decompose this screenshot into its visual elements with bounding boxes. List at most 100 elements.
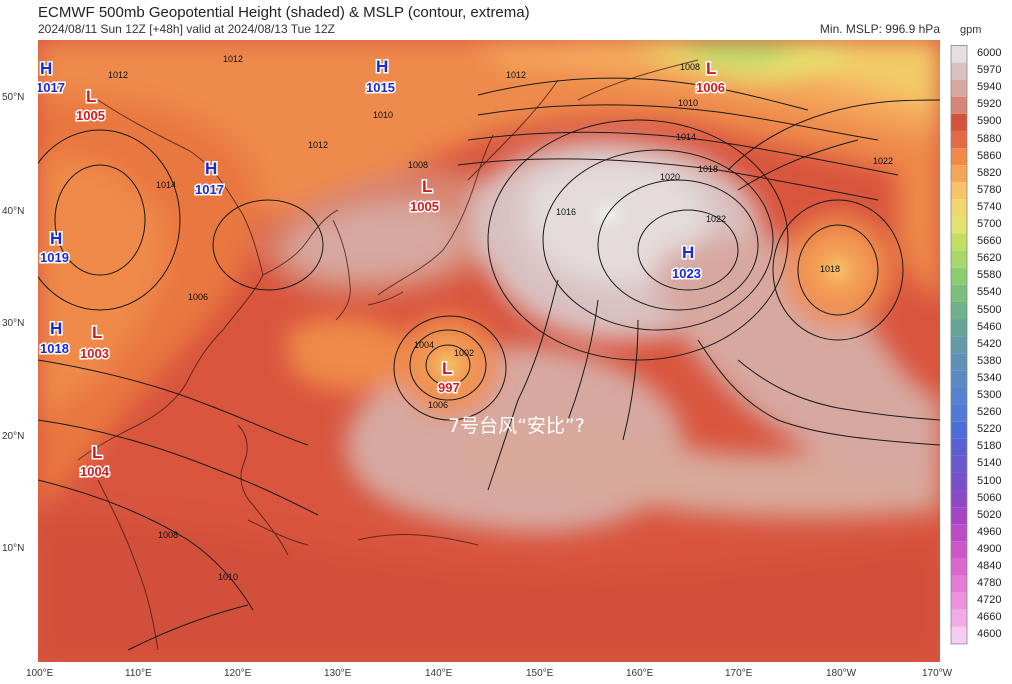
lat-label: 30°N bbox=[2, 318, 25, 329]
colorbar-swatch bbox=[951, 199, 967, 217]
lon-label: 120°E bbox=[224, 668, 252, 679]
isobar-label: 1014 bbox=[156, 180, 176, 190]
colorbar-level-label: 6000 bbox=[977, 47, 1002, 59]
isobar-label: 1022 bbox=[873, 156, 893, 166]
low-center-letter: L bbox=[422, 177, 432, 196]
high-center-value: 1015 bbox=[366, 80, 395, 95]
colorbar-level-label: 5940 bbox=[977, 81, 1002, 94]
colorbar-level-label: 5500 bbox=[977, 303, 1002, 316]
isobar-label: 1014 bbox=[676, 132, 696, 142]
high-center-value: 1023 bbox=[672, 266, 701, 281]
colorbar-level-label: 5140 bbox=[977, 457, 1002, 470]
low-center-value: 1003 bbox=[80, 346, 109, 361]
lat-label: 10°N bbox=[2, 543, 25, 554]
colorbar-swatch bbox=[951, 387, 967, 405]
high-center-letter: H bbox=[205, 159, 217, 178]
colorbar: 6000 5970 5940 5920 5900 5880 5860 5820 5780 5740… bbox=[945, 44, 1012, 664]
colorbar-swatch bbox=[951, 507, 967, 525]
colorbar-level-label: 5700 bbox=[977, 218, 1002, 230]
colorbar-swatch bbox=[951, 592, 967, 610]
isobars bbox=[38, 77, 940, 651]
colorbar-level-label: 5780 bbox=[977, 183, 1002, 196]
lat-label: 40°N bbox=[2, 206, 25, 217]
isobar-label: 1020 bbox=[660, 172, 680, 182]
lon-label: 140°E bbox=[425, 668, 453, 679]
colorbar-swatch bbox=[951, 609, 967, 627]
colorbar-swatch bbox=[951, 113, 967, 131]
lon-label: 110°E bbox=[125, 668, 152, 679]
colorbar-level-label: 5300 bbox=[977, 389, 1002, 401]
colorbar-level-label: 4780 bbox=[977, 577, 1002, 590]
high-center-letter: H bbox=[682, 243, 694, 262]
colorbar-unit: gpm bbox=[960, 24, 982, 36]
colorbar-swatch bbox=[951, 319, 967, 337]
colorbar-level-label: 5100 bbox=[977, 474, 1002, 487]
colorbar-swatch bbox=[951, 490, 967, 508]
colorbar-swatch bbox=[951, 250, 967, 268]
lon-label: 130°E bbox=[324, 668, 352, 679]
colorbar-swatch bbox=[951, 353, 967, 371]
colorbar-swatch bbox=[951, 575, 967, 593]
coastlines bbox=[77, 59, 699, 651]
colorbar-level-label: 5540 bbox=[977, 286, 1002, 299]
low-center-value: 1006 bbox=[696, 80, 725, 95]
colorbar-swatch bbox=[951, 438, 967, 456]
valid-time-subtitle: 2024/08/11 Sun 12Z [+48h] valid at 2024/… bbox=[38, 22, 336, 36]
isobar-label: 1012 bbox=[108, 70, 128, 80]
high-center-letter: H bbox=[50, 319, 62, 338]
lon-label: 100°E bbox=[26, 668, 54, 679]
high-center-value: 1017 bbox=[38, 80, 65, 95]
isobar-label: 1004 bbox=[414, 340, 434, 350]
lon-label: 170°W bbox=[922, 668, 953, 679]
colorbar-level-label: 4720 bbox=[977, 594, 1002, 607]
typhoon-annotation: 7号台风“安比”? bbox=[448, 415, 585, 437]
inner-shading bbox=[438, 207, 848, 375]
colorbar-swatch bbox=[951, 165, 967, 183]
colorbar-level-label: 5380 bbox=[977, 354, 1002, 367]
colorbar-swatch bbox=[951, 421, 967, 439]
low-center-letter: L bbox=[706, 59, 716, 78]
low-center-letter: L bbox=[86, 87, 96, 106]
map-title: ECMWF 500mb Geopotential Height (shaded)… bbox=[38, 4, 530, 21]
isobar-label: 1016 bbox=[556, 207, 576, 217]
colorbar-swatch bbox=[951, 541, 967, 559]
map-panel: 1012 1012 1010 1008 1014 1018 1020 1016 … bbox=[38, 40, 940, 662]
isobar-label: 1008 bbox=[680, 62, 700, 72]
isobar-label: 1022 bbox=[706, 214, 726, 224]
low-center-value: 997 bbox=[438, 380, 460, 395]
colorbar-level-label: 5970 bbox=[977, 64, 1002, 77]
colorbar-level-label: 5620 bbox=[977, 252, 1002, 265]
lon-label: 180°W bbox=[826, 668, 857, 679]
colorbar-level-label: 5020 bbox=[977, 508, 1002, 521]
colorbar-level-label: 5060 bbox=[977, 491, 1002, 504]
colorbar-swatch bbox=[951, 301, 967, 320]
low-center-letter: L bbox=[442, 359, 452, 378]
colorbar-swatches bbox=[950, 45, 968, 645]
isobar-label: 1010 bbox=[373, 110, 393, 120]
colorbar-swatch bbox=[951, 130, 967, 149]
colorbar-level-label: 5260 bbox=[977, 406, 1002, 419]
colorbar-level-label: 5740 bbox=[977, 200, 1002, 213]
isobar-label: 1018 bbox=[698, 164, 718, 174]
colorbar-swatch bbox=[951, 182, 967, 200]
lon-label: 160°E bbox=[626, 668, 654, 679]
isobar-label: 1012 bbox=[506, 70, 526, 80]
isobar-label: 1010 bbox=[678, 98, 698, 108]
lon-label: 150°E bbox=[526, 668, 554, 679]
isobar-label: 1008 bbox=[408, 160, 428, 170]
low-center-value: 1004 bbox=[80, 464, 110, 479]
colorbar-swatch bbox=[951, 233, 967, 251]
colorbar-swatch bbox=[951, 370, 967, 388]
colorbar-swatch bbox=[951, 284, 967, 302]
colorbar-swatch bbox=[951, 216, 967, 234]
colorbar-swatch bbox=[951, 472, 967, 491]
colorbar-level-label: 5860 bbox=[977, 149, 1002, 162]
colorbar-level-label: 5580 bbox=[977, 269, 1002, 282]
colorbar-level-label: 5460 bbox=[977, 320, 1002, 333]
colorbar-swatch bbox=[951, 524, 967, 542]
lat-label: 20°N bbox=[2, 431, 25, 442]
isobar-label: 1012 bbox=[223, 54, 243, 64]
min-mslp-readout: Min. MSLP: 996.9 hPa bbox=[819, 22, 940, 36]
low-center-value: 1005 bbox=[76, 108, 105, 123]
colorbar-level-label: 4960 bbox=[977, 525, 1002, 538]
